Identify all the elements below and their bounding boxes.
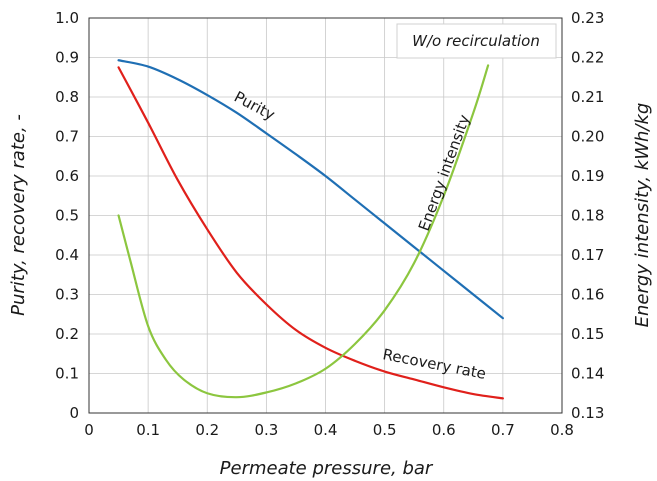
x-tick-label: 0.7 [491,421,515,439]
y2-tick-label: 0.19 [571,167,604,185]
y-tick-label: 1.0 [55,9,79,27]
x-tick-label: 0.6 [432,421,456,439]
y-tick-label: 0.5 [55,207,79,225]
y2-tick-label: 0.18 [571,207,604,225]
y-axis-label: Purity, recovery rate, - [8,114,29,316]
series-label-purity: Purity [231,88,278,124]
series-layer [117,59,504,400]
y-tick-label: 0.4 [55,246,79,264]
annotation-text: W/o recirculation [412,32,540,50]
y-tick-label: 0.2 [55,325,79,343]
y2-tick-label: 0.21 [571,88,604,106]
x-tick-label: 0.5 [373,421,397,439]
y2-axis-label: Energy intensity, kWh/kg [632,103,653,328]
y2-tick-label: 0.22 [571,49,604,67]
y-tick-label: 0.6 [55,167,79,185]
y-tick-label: 0 [69,404,79,422]
y-tick-label: 0.8 [55,88,79,106]
x-tick-label: 0.8 [550,421,574,439]
plot-frame [88,17,563,414]
series-label-recovery-rate: Recovery rate [381,345,487,383]
y-tick-label: 0.1 [55,365,79,383]
annotation-box: W/o recirculation [396,23,557,59]
tick-labels: 0 0.1 0.2 0.3 0.4 0.5 0.6 0.7 0.8 0 0.1 0.2 0.3 0.4 0.… [55,9,604,439]
y2-tick-label: 0.15 [571,325,604,343]
x-tick-label: 0.3 [254,421,278,439]
y2-tick-label: 0.13 [571,404,604,422]
x-tick-label: 0.1 [136,421,160,439]
y2-tick-label: 0.20 [571,128,604,146]
grid [88,17,563,414]
x-tick-label: 0 [84,421,94,439]
y-tick-label: 0.7 [55,128,79,146]
x-tick-label: 0.4 [314,421,338,439]
y-tick-label: 0.3 [55,286,79,304]
series-line-recovery-rate [117,66,504,400]
y2-tick-label: 0.17 [571,246,604,264]
series-line-purity [117,59,504,320]
y-tick-label: 0.9 [55,49,79,67]
series-line-energy-intensity [117,64,490,399]
y2-tick-label: 0.16 [571,286,604,304]
x-axis-label: Permeate pressure, bar [220,458,434,479]
x-tick-label: 0.2 [195,421,219,439]
y2-tick-label: 0.14 [571,365,604,383]
y2-tick-label: 0.23 [571,9,604,27]
